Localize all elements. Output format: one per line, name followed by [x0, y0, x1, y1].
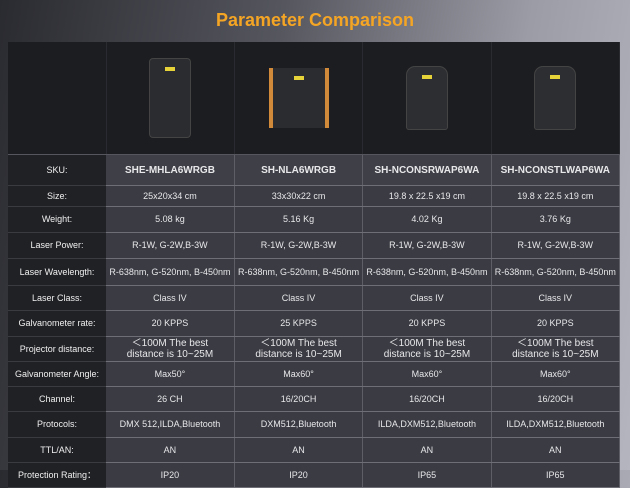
row-label: Projector distance: — [8, 336, 106, 362]
empty-cell — [8, 42, 107, 155]
table-cell: Class IV — [362, 285, 492, 311]
table-cell: 26 CH — [106, 386, 235, 412]
table-cell: SH-NLA6WRGB — [234, 154, 364, 186]
row-label: Galvanometer Angle: — [8, 361, 106, 387]
table-cell: R-638nm, G-520nm, B-450nm — [106, 258, 235, 286]
table-cell: IP20 — [106, 462, 235, 488]
table-cell: 25 KPPS — [234, 310, 364, 337]
comparison-table: SKU: SHE-MHLA6WRGB SH-NLA6WRGB SH-NCONSRWAP… — [8, 42, 621, 488]
table-cell: 33x30x22 cm — [234, 185, 364, 207]
row-label: Galvanometer rate: — [8, 310, 106, 337]
table-cell: 16/20CH — [491, 386, 621, 412]
table-cell: Max60° — [491, 361, 621, 387]
table-row: Protection Rating： IP20 IP20 IP65 IP65 — [8, 462, 621, 488]
row-label: Laser Wavelength: — [8, 258, 106, 286]
table-cell: R-638nm, G-520nm, B-450nm — [234, 258, 364, 286]
row-label: Weight: — [8, 206, 106, 233]
table-cell: 20 KPPS — [362, 310, 492, 337]
table-row: Laser Power: R-1W, G-2W,B-3W R-1W, G-2W,B-… — [8, 232, 621, 259]
table-row: Projector distance: ＜100M The best distan… — [8, 336, 621, 362]
table-cell: 5.16 Kg — [234, 206, 364, 233]
product-image-outdoor-laser — [406, 67, 447, 129]
table-row: Galvanometer Angle: Max50° Max60° Max60° Max… — [8, 361, 621, 387]
table-cell: R-1W, G-2W,B-3W — [362, 232, 492, 259]
table-cell: ＜100M The best distance is 10~25M — [234, 336, 364, 362]
row-label: Laser Power: — [8, 232, 106, 259]
table-cell: ＜100M The best distance is 10~25M — [362, 336, 492, 362]
product-image-outdoor-laser — [535, 67, 576, 129]
table-cell: 25x20x34 cm — [106, 185, 235, 207]
table-cell: 4.02 Kg — [362, 206, 492, 233]
table-cell: ＜100M The best distance is 10~25M — [491, 336, 621, 362]
table-cell: Class IV — [491, 285, 621, 311]
table-cell: 19.8 x 22.5 x19 cm — [362, 185, 492, 207]
row-label: Size: — [8, 185, 106, 207]
table-cell: AN — [234, 437, 364, 463]
table-cell: SH-NCONSTLWAP6WA — [491, 154, 621, 186]
table-cell: AN — [491, 437, 621, 463]
table-cell: 16/20CH — [234, 386, 364, 412]
table-row: Protocols: DMX 512,ILDA,Bluetooth DXM512,B… — [8, 411, 621, 438]
table-cell: 20 KPPS — [491, 310, 621, 337]
row-label: TTL/AN: — [8, 437, 106, 463]
table-cell: 20 KPPS — [106, 310, 235, 337]
table-cell: 3.76 Kg — [491, 206, 621, 233]
table-cell: DMX 512,ILDA,Bluetooth — [106, 411, 235, 438]
table-cell: Class IV — [234, 285, 364, 311]
row-label: Channel: — [8, 386, 106, 412]
table-row: Channel: 26 CH 16/20CH 16/20CH 16/20CH — [8, 386, 621, 412]
product-image-moving-head — [150, 59, 191, 137]
table-row: TTL/AN: AN AN AN AN — [8, 437, 621, 463]
table-cell: DXM512,Bluetooth — [234, 411, 364, 438]
table-cell: Class IV — [106, 285, 235, 311]
table-cell: R-1W, G-2W,B-3W — [491, 232, 621, 259]
table-row: Weight: 5.08 kg 5.16 Kg 4.02 Kg 3.76 Kg — [8, 206, 621, 233]
product-image-row — [8, 42, 621, 155]
table-cell: R-1W, G-2W,B-3W — [106, 232, 235, 259]
row-label: Protocols: — [8, 411, 106, 438]
table-cell: Max60° — [362, 361, 492, 387]
row-label: Laser Class: — [8, 285, 106, 311]
table-cell: R-1W, G-2W,B-3W — [234, 232, 364, 259]
product-image-frame-laser — [268, 68, 329, 128]
table-cell: AN — [362, 437, 492, 463]
row-label: Protection Rating： — [8, 462, 106, 488]
table-cell: 5.08 kg — [106, 206, 235, 233]
table-cell: 16/20CH — [362, 386, 492, 412]
table-cell: Max60° — [234, 361, 364, 387]
table-cell: IP20 — [234, 462, 364, 488]
table-cell: Max50° — [106, 361, 235, 387]
table-cell: SHE-MHLA6WRGB — [106, 154, 235, 186]
table-cell: ILDA,DXM512,Bluetooth — [491, 411, 621, 438]
table-cell: ILDA,DXM512,Bluetooth — [362, 411, 492, 438]
table-cell: ＜100M The best distance is 10~25M — [106, 336, 235, 362]
table-cell: R-638nm, G-520nm, B-450nm — [491, 258, 621, 286]
table-cell: AN — [106, 437, 235, 463]
table-cell: 19.8 x 22.5 x19 cm — [491, 185, 621, 207]
page-title: Parameter Comparison — [215, 10, 415, 30]
table-row: Laser Class: Class IV Class IV Class IV Clas… — [8, 285, 621, 311]
row-label: SKU: — [8, 154, 106, 186]
table-cell: R-638nm, G-520nm, B-450nm — [362, 258, 492, 286]
table-row: Galvanometer rate: 20 KPPS 25 KPPS 20 KPPS 2… — [8, 310, 621, 337]
table-cell: IP65 — [362, 462, 492, 488]
table-row: Size: 25x20x34 cm 33x30x22 cm 19.8 x 22.5 x… — [8, 185, 621, 207]
table-cell: IP65 — [491, 462, 621, 488]
table-row: SKU: SHE-MHLA6WRGB SH-NLA6WRGB SH-NCONSRWAP… — [8, 154, 621, 186]
table-cell: SH-NCONSRWAP6WA — [362, 154, 492, 186]
table-row: Laser Wavelength: R-638nm, G-520nm, B-450… — [8, 258, 621, 286]
